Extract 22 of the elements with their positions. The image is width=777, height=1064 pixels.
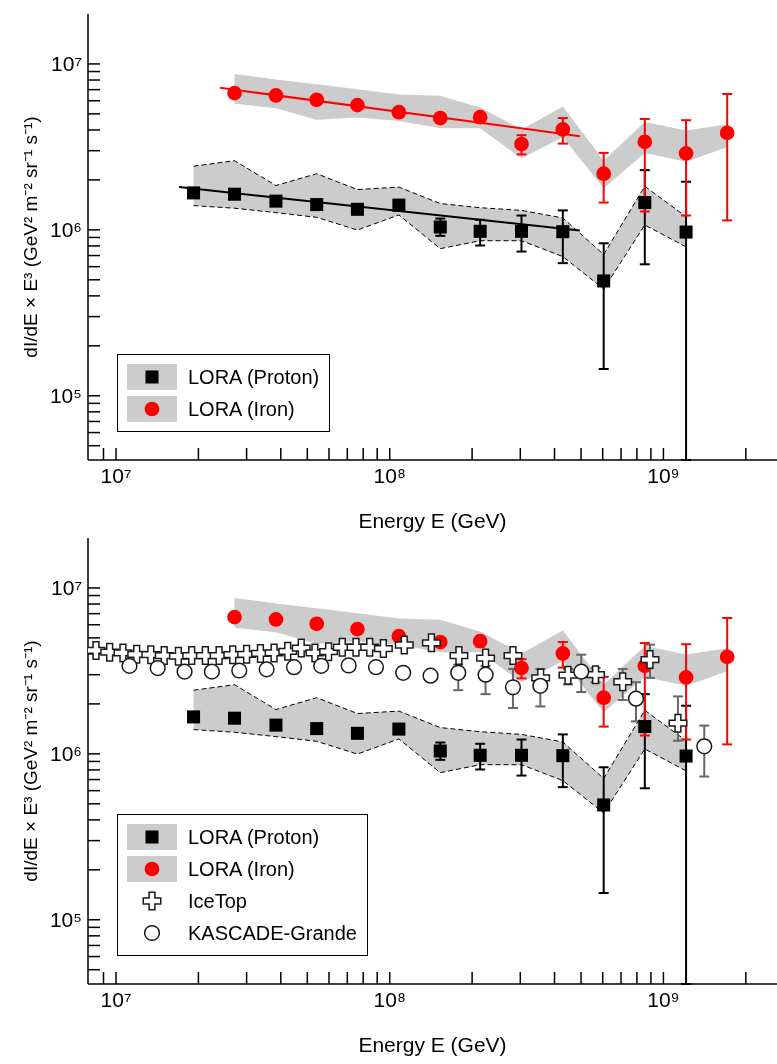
y-tick-label: 10⁵	[49, 384, 82, 408]
x-tick-label: 10⁸	[373, 463, 406, 487]
x-axis-title: Energy E (GeV)	[358, 509, 507, 532]
legend-label: KASCADE-Grande	[188, 921, 357, 945]
x-tick-label: 10⁷	[100, 463, 132, 487]
x-axis-title: Energy E (GeV)	[358, 1033, 507, 1056]
y-tick-label: 10⁶	[49, 742, 82, 766]
y-axis-title: dI/dE × E³ (GeV² m⁻² sr⁻¹ s⁻¹)	[19, 116, 41, 358]
legend-label: LORA (Proton)	[188, 365, 320, 389]
x-tick-label: 10⁹	[647, 987, 680, 1011]
legend-label: LORA (Iron)	[188, 857, 295, 881]
legend-label: LORA (Proton)	[188, 825, 320, 849]
legend-label: LORA (Iron)	[188, 397, 295, 421]
x-tick-label: 10⁹	[647, 463, 680, 487]
legend-label: IceTop	[188, 889, 247, 913]
x-tick-label: 10⁸	[373, 987, 406, 1011]
y-tick-label: 10⁵	[49, 908, 82, 932]
y-tick-label: 10⁷	[51, 52, 82, 76]
x-tick-label: 10⁷	[100, 987, 132, 1011]
y-axis-title: dI/dE × E³ (GeV² m⁻² sr⁻¹ s⁻¹)	[19, 640, 41, 882]
y-tick-label: 10⁶	[49, 218, 82, 242]
y-tick-label: 10⁷	[51, 576, 82, 600]
